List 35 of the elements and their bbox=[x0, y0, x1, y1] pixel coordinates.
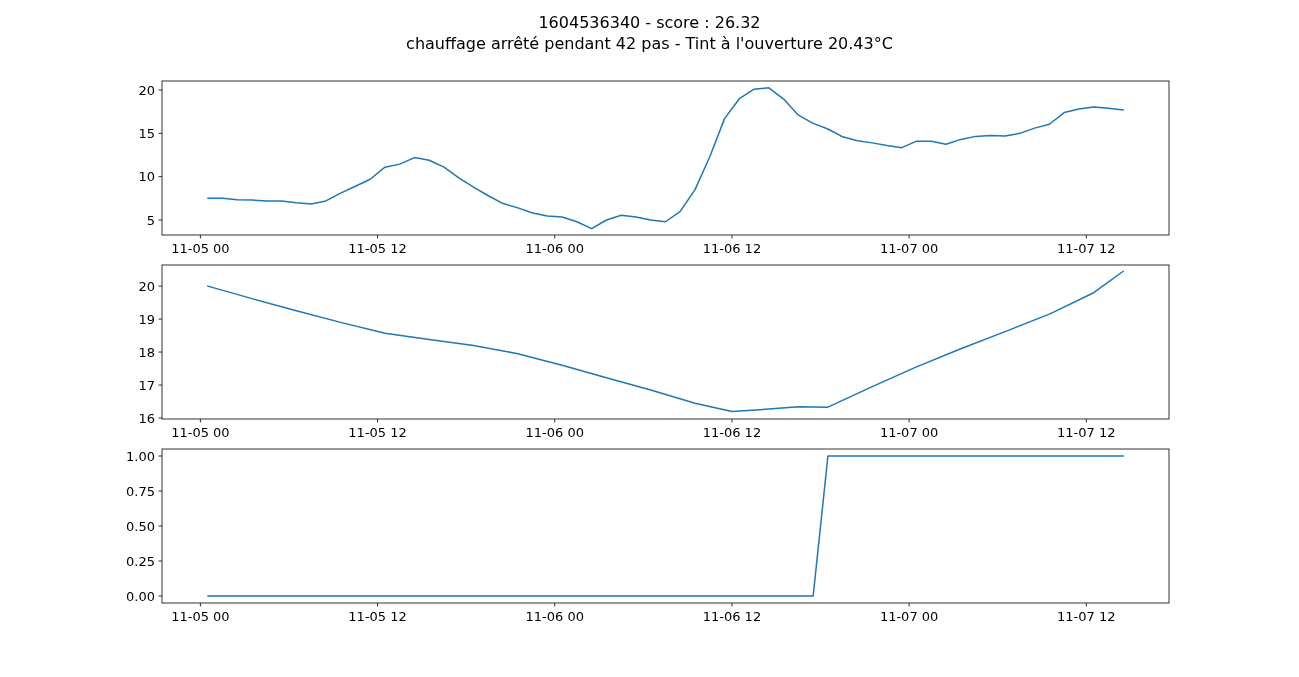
y-tick-label: 10 bbox=[138, 169, 155, 185]
y-tick-label: 0.50 bbox=[126, 518, 155, 534]
x-tick-label: 11-07 12 bbox=[1057, 425, 1116, 440]
x-tick-label: 11-06 00 bbox=[525, 425, 584, 440]
chart-subtitle: chauffage arrêté pendant 42 pas - Tint à l'ouverture 20.43°C bbox=[406, 34, 893, 53]
x-tick-label: 11-07 00 bbox=[879, 241, 939, 256]
x-tick-label: 11-05 12 bbox=[348, 425, 407, 440]
x-tick-label: 11-06 12 bbox=[702, 425, 762, 440]
y-tick-label: 0.00 bbox=[126, 588, 155, 604]
y-tick-label: 1.00 bbox=[126, 448, 155, 464]
x-tick-label: 11-07 00 bbox=[879, 425, 939, 440]
x-tick-label: 11-05 12 bbox=[348, 609, 407, 624]
x-tick-label: 11-06 12 bbox=[702, 609, 762, 624]
x-tick-label: 11-05 12 bbox=[348, 241, 407, 256]
x-tick-label: 11-06 12 bbox=[702, 241, 762, 256]
x-tick-label: 11-07 12 bbox=[1057, 241, 1116, 256]
y-tick-label: 0.25 bbox=[126, 553, 155, 569]
y-tick-label: 20 bbox=[138, 82, 155, 98]
y-tick-label: 19 bbox=[138, 311, 155, 327]
x-tick-label: 11-06 00 bbox=[525, 241, 584, 256]
y-tick-label: 0.75 bbox=[126, 483, 155, 499]
y-tick-label: 17 bbox=[138, 377, 155, 393]
chart-title: 1604536340 - score : 26.32 bbox=[538, 13, 761, 32]
x-tick-label: 11-07 12 bbox=[1057, 609, 1116, 624]
y-tick-label: 5 bbox=[146, 212, 155, 228]
y-tick-label: 16 bbox=[138, 410, 155, 426]
x-tick-label: 11-07 00 bbox=[879, 609, 939, 624]
y-tick-label: 20 bbox=[138, 278, 155, 294]
x-tick-label: 11-05 00 bbox=[171, 241, 230, 256]
y-tick-label: 15 bbox=[138, 125, 155, 141]
x-tick-label: 11-06 00 bbox=[525, 609, 584, 624]
y-tick-label: 18 bbox=[138, 344, 155, 360]
line-series bbox=[207, 87, 1124, 230]
x-tick-label: 11-05 00 bbox=[171, 425, 230, 440]
x-tick-label: 11-05 00 bbox=[171, 609, 230, 624]
